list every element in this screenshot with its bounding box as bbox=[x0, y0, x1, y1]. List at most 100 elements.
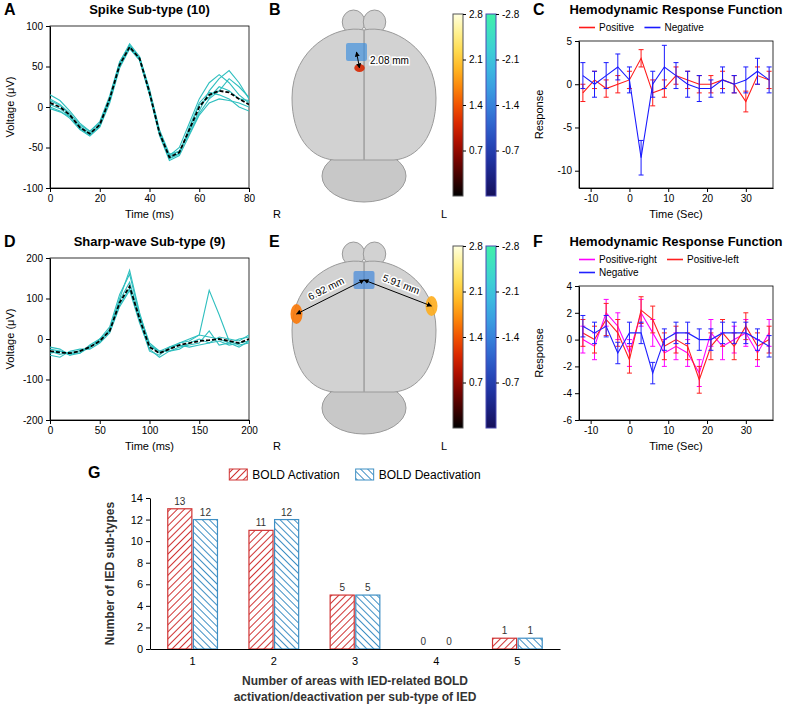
tick-label: 100 bbox=[142, 425, 159, 436]
error-bar bbox=[639, 140, 644, 175]
panel: DSharp-wave Sub-type (9)050100150200-200… bbox=[4, 233, 258, 452]
error-bar bbox=[639, 322, 644, 343]
tick-label: -6 bbox=[563, 415, 572, 426]
y-axis: -10-505 bbox=[558, 36, 580, 189]
tick: -2.8 bbox=[496, 9, 520, 20]
tick-mark bbox=[496, 292, 499, 293]
tick-label: -2.1 bbox=[502, 286, 520, 297]
legend-swatch bbox=[229, 469, 247, 480]
tick-label: 60 bbox=[194, 193, 206, 204]
tick: -6 bbox=[563, 415, 579, 426]
tick: 6 bbox=[137, 578, 150, 590]
tick-label: -2 bbox=[563, 361, 572, 372]
x-axis-title: Number of areas with IED-related BOLDact… bbox=[234, 674, 477, 704]
tick-mark bbox=[463, 14, 466, 15]
error-bar bbox=[650, 362, 655, 383]
bar bbox=[168, 509, 192, 649]
tick: -4 bbox=[563, 388, 579, 399]
tick-mark bbox=[668, 420, 669, 424]
tick: 0 bbox=[37, 102, 50, 113]
tick-label: -1.4 bbox=[502, 100, 520, 111]
error-bar bbox=[755, 58, 760, 84]
tick-label: 50 bbox=[32, 61, 44, 72]
tick-mark bbox=[46, 148, 50, 149]
tick-mark bbox=[707, 420, 708, 424]
tick-mark bbox=[146, 541, 150, 542]
tick: -0.7 bbox=[496, 145, 520, 156]
legend-item: BOLD Deactivation bbox=[356, 468, 481, 482]
annotation: 6.92 mm bbox=[306, 275, 346, 302]
tick-label: 20 bbox=[702, 425, 714, 436]
colorbar bbox=[453, 246, 463, 428]
tick-mark bbox=[575, 286, 579, 287]
tick-mark bbox=[668, 188, 669, 192]
tick-label: -5 bbox=[563, 122, 572, 133]
tick-label: 0 bbox=[627, 425, 633, 436]
tick-mark bbox=[591, 420, 592, 424]
tick: -10 bbox=[558, 165, 579, 176]
bar bbox=[518, 638, 542, 649]
tick: 100 bbox=[26, 293, 50, 304]
panel: FHemodynamic Response FunctionPositive-r… bbox=[533, 233, 783, 452]
series-line bbox=[50, 47, 249, 156]
legend-item: Positive-left bbox=[667, 254, 739, 265]
tick: -0.7 bbox=[496, 377, 520, 388]
tick-label: 20 bbox=[702, 193, 714, 204]
tick-mark bbox=[46, 420, 50, 421]
tick-label: 1.4 bbox=[469, 100, 483, 111]
y-axis-title: Number of IED sub-types bbox=[103, 502, 117, 646]
tick: -10 bbox=[584, 188, 599, 204]
tick-label: 2.1 bbox=[469, 286, 483, 297]
error-bar bbox=[697, 329, 702, 350]
tick-label: -4 bbox=[563, 388, 572, 399]
tick-label: -50 bbox=[29, 142, 44, 153]
tick: 10 bbox=[663, 188, 675, 204]
tick-label: 10 bbox=[663, 425, 675, 436]
error-bar bbox=[767, 67, 772, 93]
tick: 0 bbox=[627, 188, 633, 204]
tick: 0 bbox=[566, 334, 579, 345]
tick: 0 bbox=[48, 420, 54, 436]
tick-mark bbox=[496, 105, 499, 106]
data-label: 1 bbox=[527, 625, 533, 636]
side-label: L bbox=[441, 440, 447, 452]
tick-mark bbox=[46, 299, 50, 300]
legend-label: Positive bbox=[599, 22, 634, 33]
figure: ASpike Sub-type (10)020406080-100-500501… bbox=[0, 0, 789, 721]
series-line bbox=[50, 290, 249, 357]
x-axis: 12345 bbox=[151, 649, 561, 667]
tick-mark bbox=[249, 188, 250, 192]
error-bar bbox=[650, 306, 655, 333]
error-bar bbox=[755, 329, 760, 350]
tick-label: 4 bbox=[566, 281, 572, 292]
tick-label: 6 bbox=[137, 578, 143, 590]
error-bar bbox=[685, 322, 690, 343]
tick-mark bbox=[100, 188, 101, 192]
x-axis: -100102030 bbox=[580, 188, 774, 204]
y-axis: -6-4-2024 bbox=[563, 281, 579, 426]
tick-label: 2.8 bbox=[469, 241, 483, 252]
panel: GBOLD ActivationBOLD Deactivation0246810… bbox=[88, 464, 561, 704]
tick: 20 bbox=[702, 188, 714, 204]
tick-mark bbox=[591, 188, 592, 192]
data-label: 1 bbox=[502, 625, 508, 636]
tick-label: 0 bbox=[137, 643, 143, 655]
side-label: L bbox=[441, 208, 447, 220]
error-bar bbox=[627, 322, 632, 343]
tick-mark bbox=[50, 420, 51, 424]
error-bar bbox=[615, 342, 620, 363]
data-label: 5 bbox=[339, 582, 345, 593]
axis-line bbox=[151, 649, 561, 650]
y-axis-title: Voltage (μV) bbox=[4, 309, 16, 370]
legend-swatch bbox=[356, 469, 374, 480]
tick: 2 bbox=[271, 649, 277, 667]
tick-label: 40 bbox=[144, 193, 156, 204]
tick-mark bbox=[463, 292, 466, 293]
panel: ASpike Sub-type (10)020406080-100-500501… bbox=[4, 1, 255, 220]
tick: 4 bbox=[137, 600, 150, 612]
tick-mark bbox=[463, 151, 466, 152]
tick: 80 bbox=[244, 188, 256, 204]
x-axis: 020406080 bbox=[48, 188, 256, 204]
series-line bbox=[583, 58, 769, 101]
tick: 2.8 bbox=[463, 9, 483, 20]
